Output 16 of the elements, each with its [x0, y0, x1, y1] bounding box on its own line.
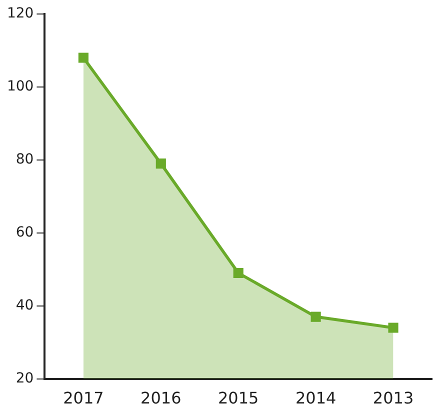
point	[78, 52, 88, 63]
point	[388, 322, 398, 333]
point	[310, 312, 321, 322]
x-tick-label: 2017	[63, 388, 104, 408]
x-tick-label: 2015	[218, 388, 259, 408]
point	[233, 268, 244, 278]
x-tick-label: 2013	[372, 388, 414, 408]
point	[156, 158, 166, 169]
y-tick-label: 80	[16, 152, 34, 168]
x-tick-label: 2016	[140, 388, 182, 408]
x-tick-label: 2014	[295, 388, 336, 408]
y-tick-label: 40	[16, 297, 34, 314]
y-tick-label: 100	[6, 78, 34, 95]
y-tick-label: 20	[16, 370, 34, 386]
y-tick-label: 120	[6, 6, 34, 22]
y-tick-label: 60	[16, 224, 34, 241]
